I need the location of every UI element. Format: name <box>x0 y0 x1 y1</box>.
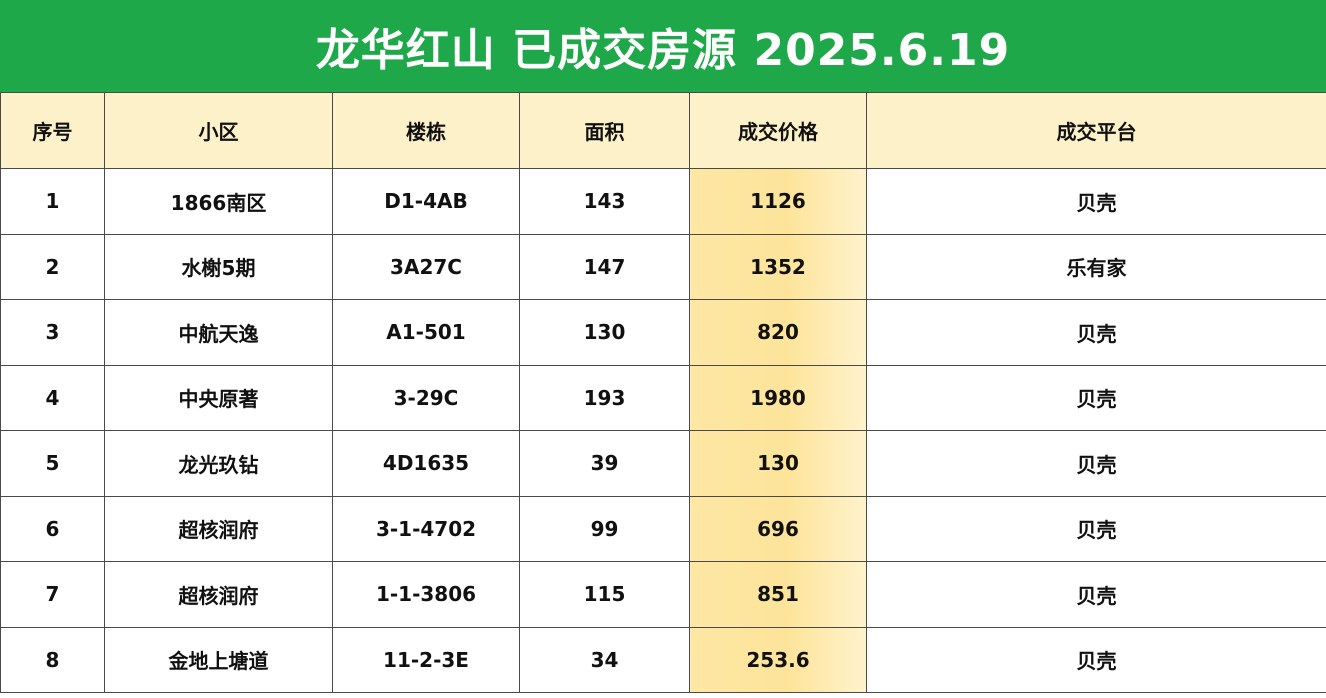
cell-index: 7 <box>0 561 105 628</box>
cell-platform: 乐有家 <box>866 233 1326 300</box>
cell-community: 超核润府 <box>104 495 333 562</box>
cell-platform: 贝壳 <box>866 561 1326 628</box>
table-header: 序号 小区 楼栋 面积 成交价格 成交平台 <box>0 92 1326 169</box>
header-building: 楼栋 <box>332 92 520 169</box>
cell-area: 147 <box>519 233 690 300</box>
header-community: 小区 <box>104 92 333 169</box>
cell-community: 超核润府 <box>104 561 333 628</box>
cell-price: 1980 <box>689 364 867 431</box>
cell-building: 3-1-4702 <box>332 495 520 562</box>
header-price: 成交价格 <box>689 92 867 169</box>
cell-platform: 贝壳 <box>866 364 1326 431</box>
cell-index: 4 <box>0 364 105 431</box>
cell-building: 11-2-3E <box>332 626 520 693</box>
cell-area: 99 <box>519 495 690 562</box>
cell-price: 253.6 <box>689 626 867 693</box>
cell-building: A1-501 <box>332 299 520 366</box>
table-row: 1 1866南区 D1-4AB 143 1126 贝壳 <box>0 168 1326 235</box>
cell-community: 水榭5期 <box>104 233 333 300</box>
cell-platform: 贝壳 <box>866 168 1326 235</box>
header-index: 序号 <box>0 92 105 169</box>
cell-area: 34 <box>519 626 690 693</box>
cell-building: D1-4AB <box>332 168 520 235</box>
cell-community: 1866南区 <box>104 168 333 235</box>
cell-area: 39 <box>519 430 690 497</box>
table-row: 8 金地上塘道 11-2-3E 34 253.6 贝壳 <box>0 626 1326 693</box>
page-title: 龙华红山 已成交房源 2025.6.19 <box>0 0 1326 92</box>
cell-community: 中航天逸 <box>104 299 333 366</box>
cell-index: 3 <box>0 299 105 366</box>
cell-area: 193 <box>519 364 690 431</box>
cell-index: 8 <box>0 626 105 693</box>
cell-price: 130 <box>689 430 867 497</box>
header-area: 面积 <box>519 92 690 169</box>
cell-price: 820 <box>689 299 867 366</box>
cell-index: 6 <box>0 495 105 562</box>
cell-platform: 贝壳 <box>866 430 1326 497</box>
cell-community: 龙光玖钻 <box>104 430 333 497</box>
table-row: 3 中航天逸 A1-501 130 820 贝壳 <box>0 299 1326 366</box>
table-body: 1 1866南区 D1-4AB 143 1126 贝壳 2 水榭5期 3A27C… <box>0 168 1326 693</box>
cell-platform: 贝壳 <box>866 299 1326 366</box>
cell-building: 1-1-3806 <box>332 561 520 628</box>
cell-building: 3A27C <box>332 233 520 300</box>
cell-price: 1352 <box>689 233 867 300</box>
cell-platform: 贝壳 <box>866 626 1326 693</box>
cell-index: 1 <box>0 168 105 235</box>
cell-community: 中央原著 <box>104 364 333 431</box>
table-row: 7 超核润府 1-1-3806 115 851 贝壳 <box>0 561 1326 628</box>
sales-table: 序号 小区 楼栋 面积 成交价格 成交平台 1 1866南区 D1-4AB 14… <box>0 92 1326 693</box>
cell-building: 3-29C <box>332 364 520 431</box>
header-row: 序号 小区 楼栋 面积 成交价格 成交平台 <box>0 92 1326 169</box>
table-row: 5 龙光玖钻 4D1635 39 130 贝壳 <box>0 430 1326 497</box>
cell-index: 2 <box>0 233 105 300</box>
cell-price: 851 <box>689 561 867 628</box>
cell-platform: 贝壳 <box>866 495 1326 562</box>
table-row: 6 超核润府 3-1-4702 99 696 贝壳 <box>0 495 1326 562</box>
table-row: 2 水榭5期 3A27C 147 1352 乐有家 <box>0 233 1326 300</box>
cell-area: 115 <box>519 561 690 628</box>
table-row: 4 中央原著 3-29C 193 1980 贝壳 <box>0 364 1326 431</box>
cell-price: 696 <box>689 495 867 562</box>
header-platform: 成交平台 <box>866 92 1326 169</box>
cell-price: 1126 <box>689 168 867 235</box>
cell-community: 金地上塘道 <box>104 626 333 693</box>
cell-area: 130 <box>519 299 690 366</box>
cell-building: 4D1635 <box>332 430 520 497</box>
cell-area: 143 <box>519 168 690 235</box>
cell-index: 5 <box>0 430 105 497</box>
